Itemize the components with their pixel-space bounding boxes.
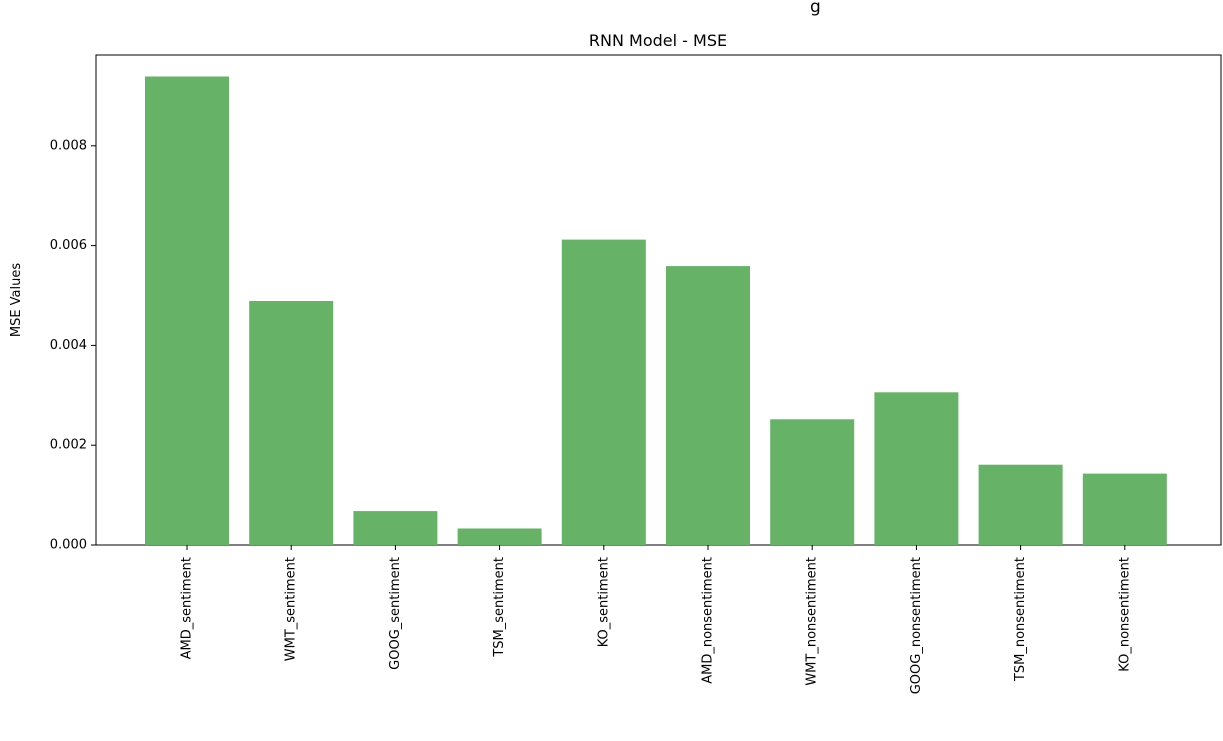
y-axis-label: MSE Values bbox=[9, 263, 24, 338]
plot-frame bbox=[95, 54, 1222, 546]
y-tick-label: 0.002 bbox=[50, 438, 87, 453]
x-tick-label: WMT_sentiment bbox=[284, 557, 299, 661]
y-tick-label: 0.008 bbox=[50, 138, 87, 153]
x-tick-label: AMD_sentiment bbox=[180, 557, 195, 659]
x-tick-label: WMT_nonsentiment bbox=[805, 557, 820, 686]
y-tick-label: 0.006 bbox=[50, 238, 87, 253]
x-tick-label: GOOG_sentiment bbox=[388, 557, 403, 670]
bar-tsm-sentiment bbox=[457, 528, 542, 545]
bar-tsm-nonsentiment bbox=[978, 464, 1063, 545]
plot-area: 0.000 0.002 0.004 0.006 0.008 AMD_sentiment W… bbox=[50, 54, 1222, 694]
x-tick-label: GOOG_nonsentiment bbox=[909, 557, 924, 694]
bars-group bbox=[145, 76, 1167, 545]
bar-wmt-sentiment bbox=[249, 301, 334, 545]
y-tick-label: 0.004 bbox=[50, 338, 87, 353]
x-tick-label: KO_sentiment bbox=[596, 557, 611, 647]
cut-off-figure-title: g bbox=[0, 0, 1223, 16]
y-tick-label: 0.000 bbox=[50, 538, 87, 553]
bar-ko-sentiment bbox=[561, 239, 646, 545]
x-axis-ticks: AMD_sentiment WMT_sentiment GOOG_sentiment… bbox=[180, 545, 1132, 694]
chart-title: RNN Model - MSE bbox=[589, 31, 727, 50]
x-tick-label: TSM_nonsentiment bbox=[1013, 557, 1028, 682]
cut-off-title-fragment: g bbox=[810, 0, 821, 16]
bar-ko-nonsentiment bbox=[1082, 473, 1167, 545]
bar-amd-sentiment bbox=[145, 76, 229, 545]
x-tick-label: AMD_nonsentiment bbox=[701, 557, 716, 684]
bar-goog-sentiment bbox=[353, 511, 438, 545]
bar-goog-nonsentiment bbox=[874, 392, 959, 545]
x-tick-label: KO_nonsentiment bbox=[1117, 557, 1132, 672]
y-axis-ticks: 0.000 0.002 0.004 0.006 0.008 bbox=[50, 138, 96, 553]
bar-amd-nonsentiment bbox=[666, 266, 750, 545]
cut-off-title-svg: g bbox=[810, 0, 821, 16]
x-tick-label: TSM_sentiment bbox=[492, 557, 507, 658]
bar-wmt-nonsentiment bbox=[770, 419, 855, 545]
